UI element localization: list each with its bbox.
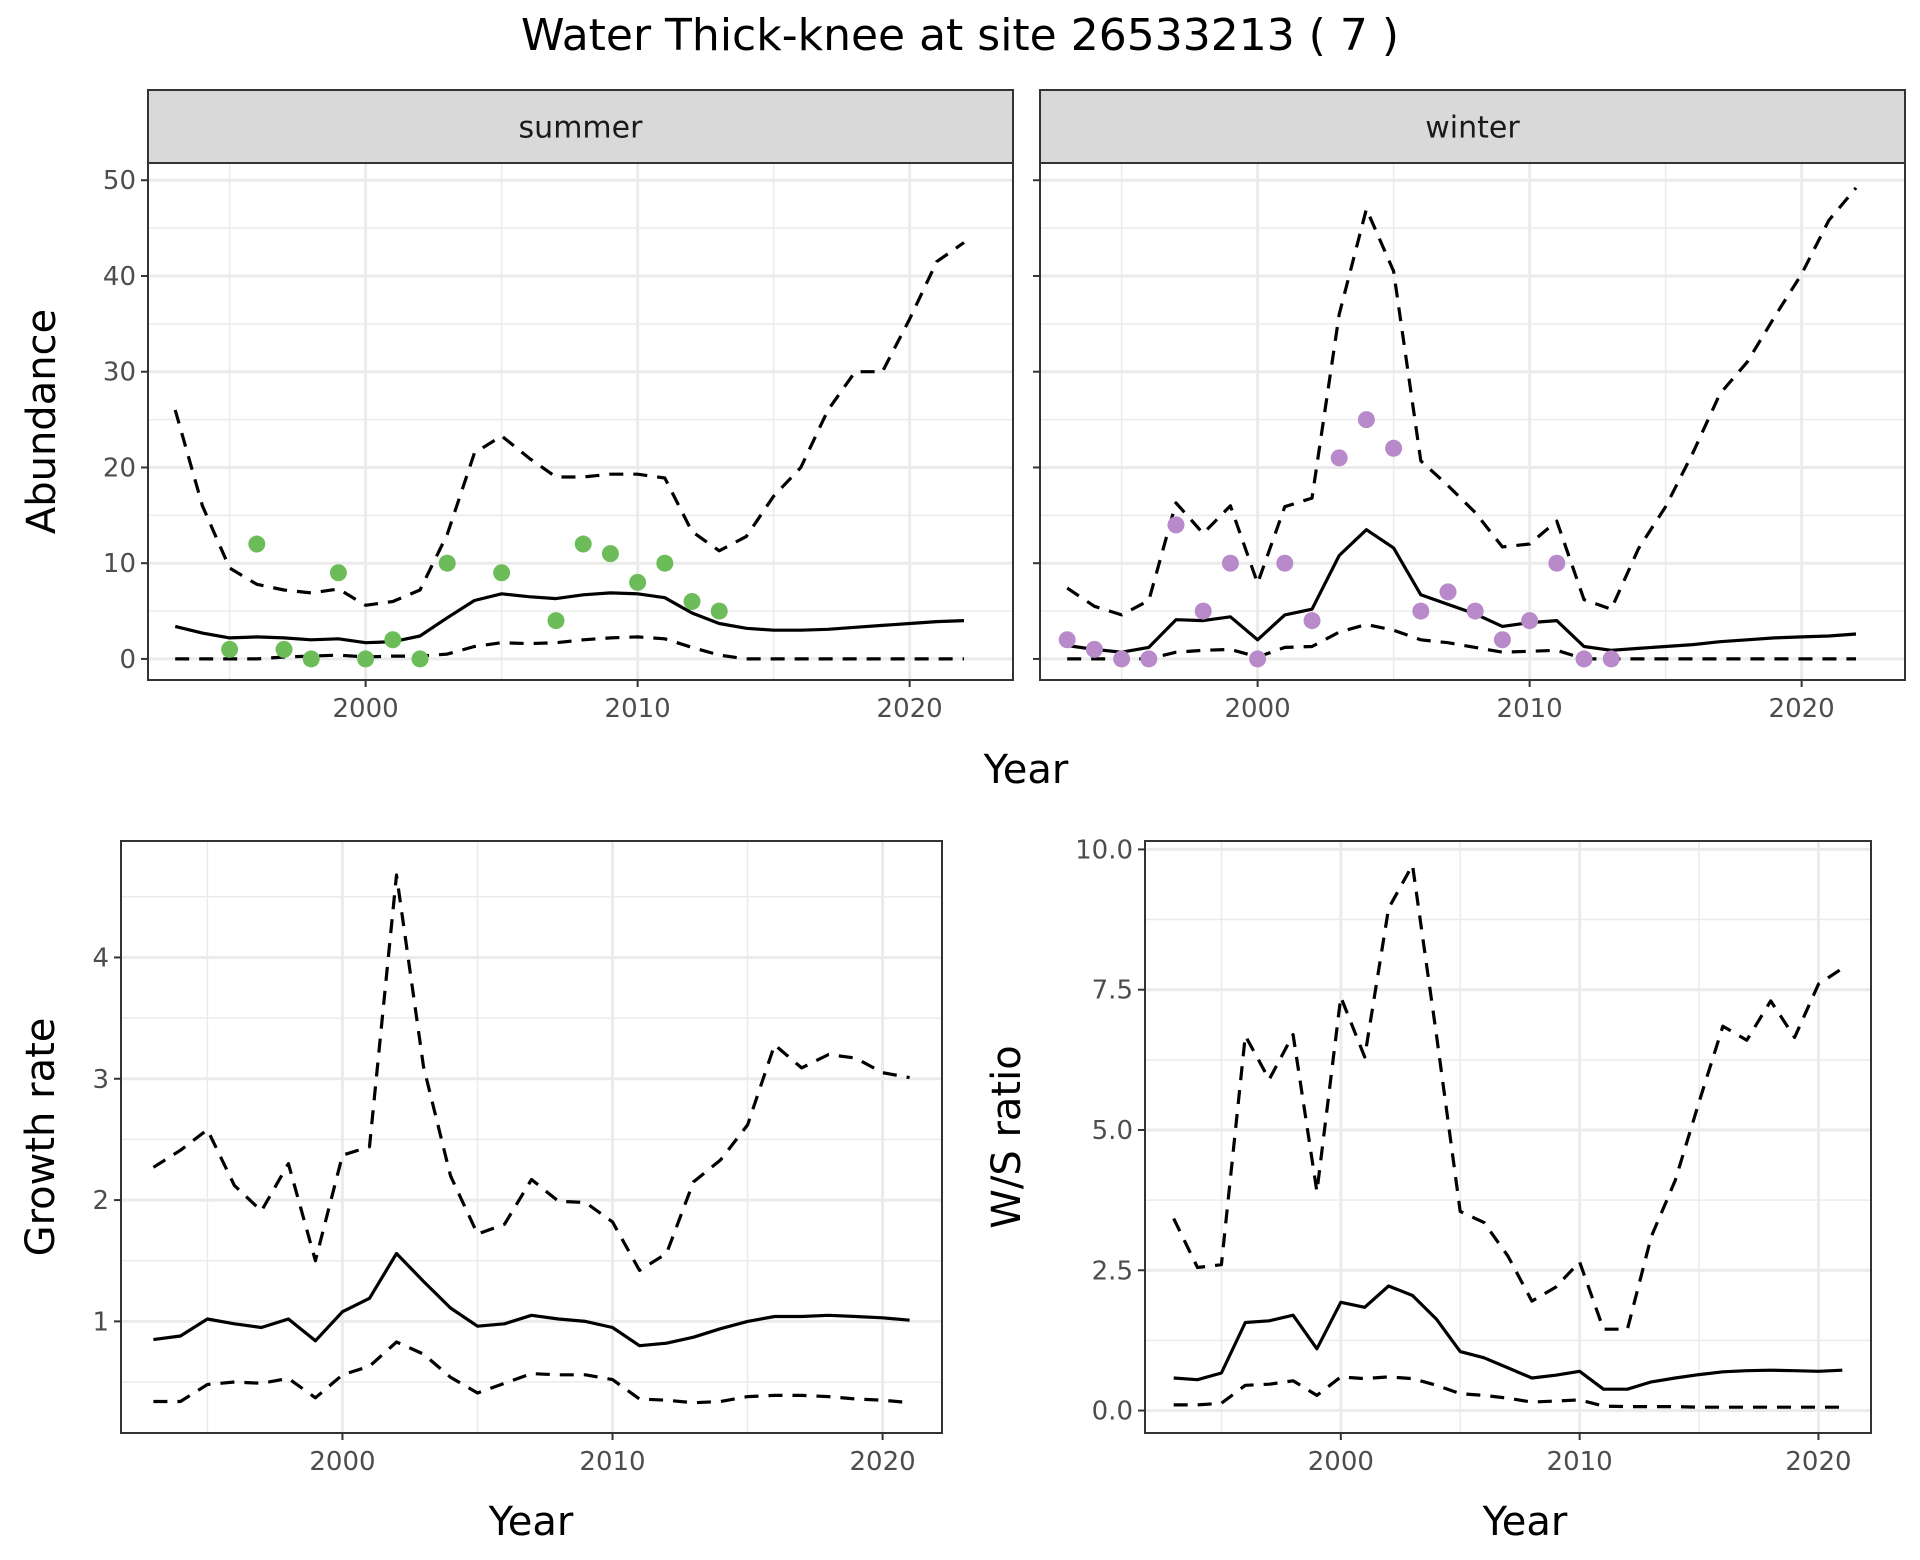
- series-line-lower: [1173, 1375, 1843, 1409]
- data-point: [493, 564, 511, 582]
- y-tick-label: 1: [92, 1307, 109, 1337]
- data-point: [411, 650, 429, 668]
- figure-title: Water Thick-knee at site 26533213 ( 7 ): [521, 10, 1399, 61]
- data-point: [248, 535, 266, 553]
- data-point: [1140, 650, 1158, 668]
- data-point: [1439, 583, 1457, 601]
- data-point: [1085, 640, 1103, 658]
- y-tick-label: 2.5: [1092, 1256, 1133, 1286]
- series-line-lower: [1067, 622, 1856, 661]
- y-tick-label: 40: [103, 262, 136, 292]
- series-line-mean: [1066, 528, 1857, 654]
- data-point: [601, 545, 619, 563]
- data-point: [547, 612, 565, 630]
- y-tick-label: 0: [119, 645, 136, 675]
- y-tick-label: 0.0: [1092, 1397, 1133, 1427]
- data-point: [1385, 439, 1403, 457]
- data-point: [1466, 602, 1484, 620]
- x-tick-label: 2020: [849, 1447, 915, 1477]
- panel-border: [1144, 840, 1872, 1434]
- facet-label: winter: [1425, 111, 1520, 146]
- y-tick-label: 30: [103, 358, 136, 388]
- data-point: [574, 535, 592, 553]
- panels: summer 2000 2010 2020 0 10 20 30 40 50 Abundance wi…: [18, 89, 1906, 1545]
- x-tick-label: 2000: [1308, 1447, 1374, 1477]
- y-tick-label: 4: [92, 943, 109, 973]
- x-tick-label: 2010: [605, 694, 671, 724]
- data-point: [275, 640, 293, 658]
- x-tick-label: 2020: [1769, 694, 1835, 724]
- data-point: [1575, 650, 1593, 668]
- series-line-upper: [152, 873, 910, 1273]
- data-point: [1493, 631, 1511, 649]
- panel-border: [1039, 162, 1906, 681]
- data-point: [1276, 554, 1294, 572]
- series-line-upper: [173, 241, 965, 607]
- y-tick-label: 7.5: [1092, 976, 1133, 1006]
- y-tick-label: 20: [103, 453, 136, 483]
- x-axis-title: Year: [488, 1499, 574, 1545]
- data-point: [1521, 612, 1539, 630]
- data-point: [683, 592, 701, 610]
- x-tick-label: 2010: [579, 1447, 645, 1477]
- data-point: [1602, 650, 1620, 668]
- data-point: [656, 554, 674, 572]
- panel-abundance-summer: summer 2000 2010 2020 0 10 20 30 40 50 Abundance: [19, 89, 1014, 724]
- data-point: [357, 650, 375, 668]
- panel-border: [120, 840, 943, 1434]
- y-tick-label: 3: [92, 1065, 109, 1095]
- panel-border: [147, 162, 1014, 681]
- series-line-upper: [1172, 863, 1844, 1331]
- series-line-mean: [153, 1251, 910, 1348]
- data-point: [710, 602, 728, 620]
- x-tick-label: 2000: [333, 694, 399, 724]
- x-tick-label: 2010: [1497, 694, 1563, 724]
- data-point: [1221, 554, 1239, 572]
- y-tick-label: 10.0: [1075, 835, 1133, 865]
- data-point: [1194, 602, 1212, 620]
- data-point: [438, 554, 456, 572]
- y-axis-title: W/S ratio: [984, 1045, 1030, 1228]
- data-point: [1058, 631, 1076, 649]
- x-tick-label: 2020: [877, 694, 943, 724]
- series-line-mean: [174, 591, 965, 645]
- x-tick-label: 2010: [1547, 1447, 1613, 1477]
- data-point: [1330, 449, 1348, 467]
- data-point: [384, 631, 402, 649]
- data-point: [1357, 411, 1375, 429]
- x-axis-title: Year: [1482, 1499, 1568, 1545]
- y-tick-label: 2: [92, 1186, 109, 1216]
- data-point: [1548, 554, 1566, 572]
- x-tick-label: 2020: [1785, 1447, 1851, 1477]
- data-point: [221, 640, 239, 658]
- series-line-lower: [175, 635, 964, 661]
- panel-ws-ratio: 2000 2010 2020 0.0 2.5 5.0 7.5 10.0 Year W/S rati…: [984, 835, 1872, 1545]
- data-point: [329, 564, 347, 582]
- facet-strip: [1039, 89, 1906, 164]
- data-point: [1303, 612, 1321, 630]
- x-axis-title-shared: Year: [983, 747, 1069, 793]
- series-line-mean: [1173, 1284, 1843, 1391]
- facet-strip: [147, 89, 1014, 164]
- x-tick-label: 2000: [1225, 694, 1291, 724]
- series-line-upper: [1066, 186, 1858, 617]
- y-tick-label: 5.0: [1092, 1116, 1133, 1146]
- y-tick-label: 10: [103, 549, 136, 579]
- data-point: [629, 573, 647, 591]
- data-point: [302, 650, 320, 668]
- series-line-lower: [153, 1340, 910, 1405]
- data-point: [1249, 650, 1267, 668]
- data-point: [1412, 602, 1430, 620]
- panel-growth-rate: 2000 2010 2020 1 2 3 4 Year Growth rate: [18, 840, 943, 1545]
- data-point: [1167, 516, 1185, 534]
- y-axis-title: Growth rate: [18, 1018, 64, 1257]
- y-axis-title: Abundance: [19, 309, 65, 534]
- facet-label: summer: [519, 111, 644, 146]
- x-tick-label: 2000: [309, 1447, 375, 1477]
- panel-abundance-winter: winter 2000 2010 2020: [1033, 89, 1906, 724]
- data-point: [1113, 650, 1131, 668]
- y-tick-label: 50: [103, 166, 136, 196]
